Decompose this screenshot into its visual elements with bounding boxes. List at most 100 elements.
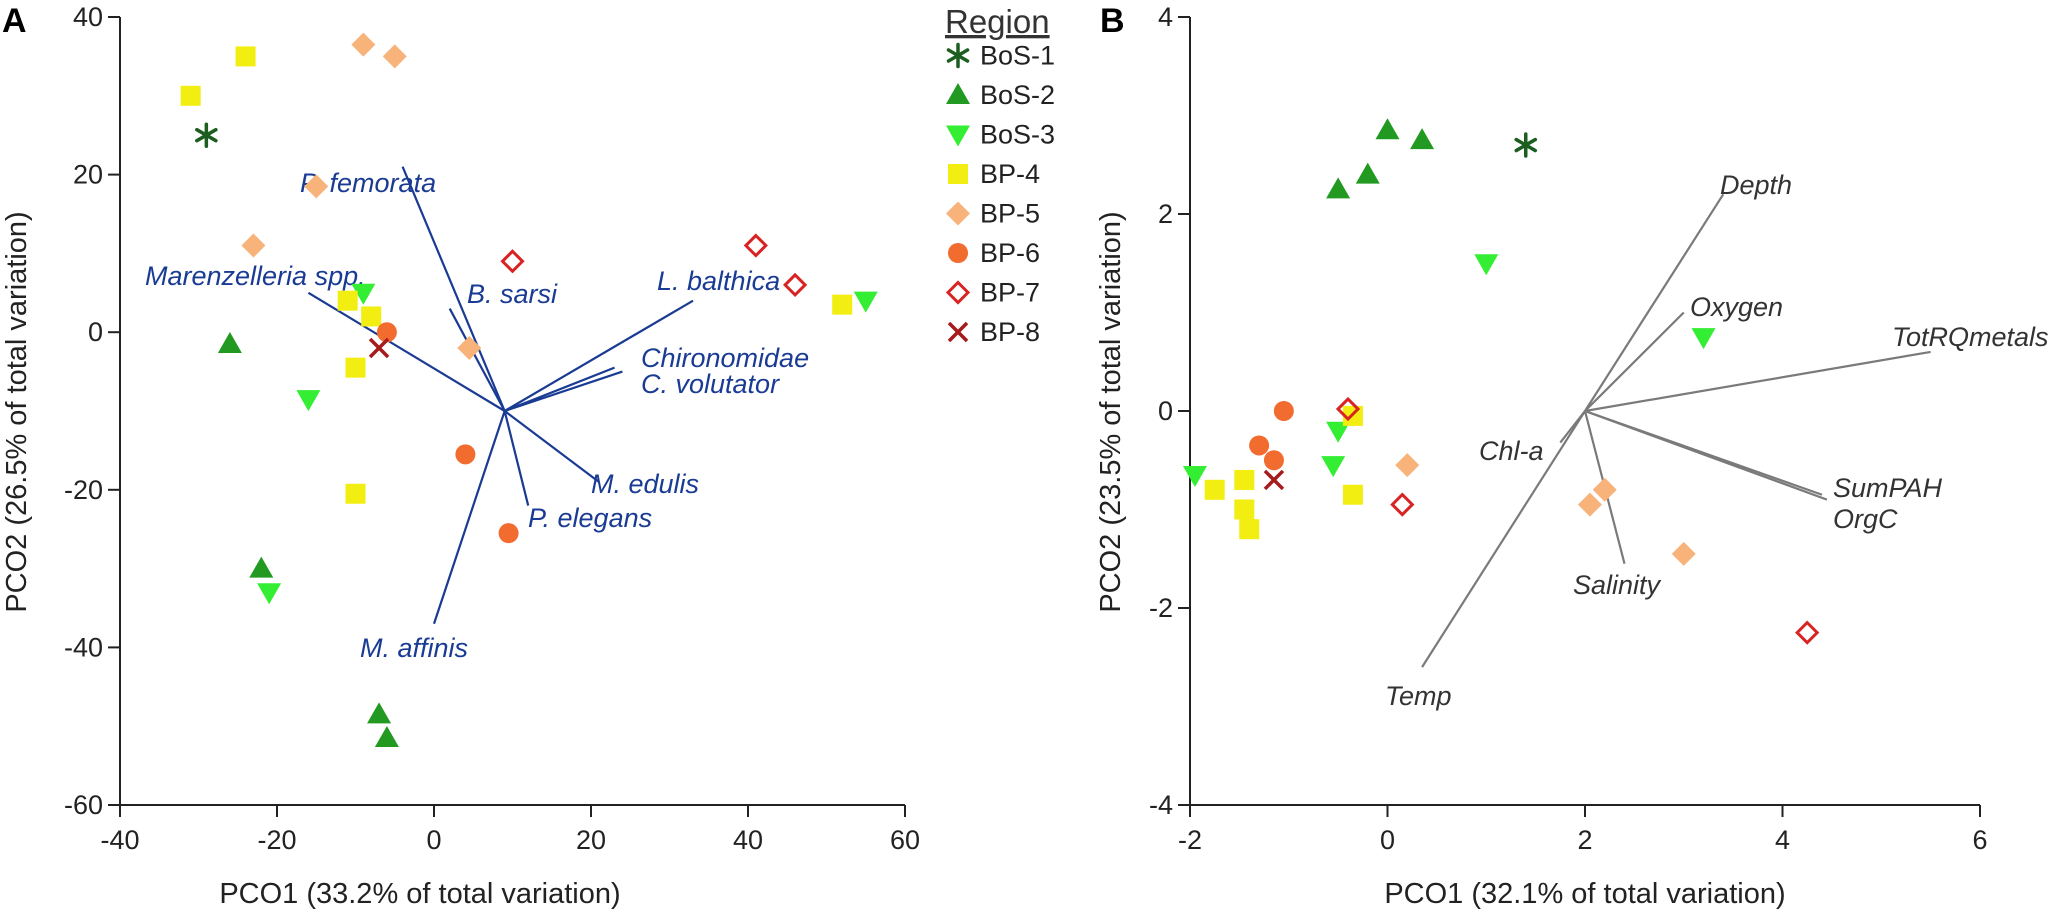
panel-a-vector-label-marenzelleria-spp: Marenzelleria spp. xyxy=(145,261,366,291)
panel-a-point-bos-3 xyxy=(296,390,321,412)
panel-a-vector-c-volutator xyxy=(504,366,615,413)
panel-b-point-bos-2 xyxy=(1326,177,1351,199)
panel-a-vector-label-chironomidae: Chironomidae xyxy=(641,343,809,373)
legend-marker-bp-7 xyxy=(945,280,971,305)
panel-a-vector-m-edulis xyxy=(503,410,600,483)
panel-a-point-bos-2 xyxy=(374,726,399,748)
panel-a-vector-label-m-edulis: M. edulis xyxy=(591,469,699,499)
panel-a-x-axis-title: PCO1 (33.2% of total variation) xyxy=(219,878,620,910)
panel-b-point-bos-2 xyxy=(1410,128,1435,150)
panel-b-vector-totrqmetals xyxy=(1584,350,1931,413)
panel-b-point-bos-3 xyxy=(1326,421,1351,443)
panel-b-points xyxy=(1182,118,1820,645)
panel-b-point-bp-5 xyxy=(1671,541,1696,566)
panel-b-y-tick-label: 2 xyxy=(1158,199,1173,229)
panel-a-point-bp-4 xyxy=(337,290,358,311)
panel-a-point-bp-6 xyxy=(376,322,397,343)
panel-b-point-bp-7 xyxy=(1795,620,1820,645)
panel-a-point-bp-5 xyxy=(241,233,266,258)
panel-b-letter: B xyxy=(1100,2,1125,40)
panel-a-point-bp-4 xyxy=(832,294,853,315)
panel-b-vector-label-totrqmetals: TotRQmetals xyxy=(1892,322,2049,352)
panel-a-point-bp-4 xyxy=(180,85,201,106)
panel-a-point-bp-5 xyxy=(382,44,407,69)
panel-a-point-bp-7 xyxy=(743,233,768,258)
legend-marker-bp-5 xyxy=(946,201,970,226)
panel-b-vector-label-orgc: OrgC xyxy=(1833,504,1898,534)
panel-b-point-bp-4 xyxy=(1342,484,1363,505)
legend-label-bp-6: BP-6 xyxy=(980,238,1040,268)
legend-marker-bp-6 xyxy=(948,243,968,263)
panel-a-y-tick-label: -60 xyxy=(64,790,103,820)
panel-a-x-tick-label: -40 xyxy=(100,825,139,855)
panel-b-x-tick-label: -2 xyxy=(1178,825,1202,855)
legend-marker-bp-8 xyxy=(947,321,969,343)
panel-b-x-tick-label: 4 xyxy=(1775,825,1790,855)
panel-b-point-bp-6 xyxy=(1249,435,1270,456)
legend: Region BoS-1 BoS-2 BoS-3 BP-4 BP-5 BP-6 BP-7 BP… xyxy=(945,3,1055,347)
panel-b-point-bp-6 xyxy=(1273,401,1294,421)
panel-b-y-tick-label: 4 xyxy=(1158,2,1173,32)
panel-a-point-bos-3 xyxy=(351,283,376,305)
panel-a-x-tick-label: 60 xyxy=(890,825,920,855)
panel-a-point-bp-5 xyxy=(351,32,376,57)
panel-a-vector-p-elegans xyxy=(503,410,530,506)
legend-label-bp-7: BP-7 xyxy=(980,278,1040,308)
panel-a-point-bos-2 xyxy=(217,332,242,354)
panel-a-point-bp-4 xyxy=(361,306,382,327)
panel-a-point-bos-1 xyxy=(195,122,218,148)
panel-b-point-bp-5 xyxy=(1592,477,1617,502)
panel-a-y-tick-label: -20 xyxy=(64,475,103,505)
panel-a-point-bp-6 xyxy=(498,523,519,544)
panel-b-vector-label-salinity: Salinity xyxy=(1573,570,1662,600)
panel-a-x-tick-label: -20 xyxy=(257,825,296,855)
panel-a-y-tick-label: 0 xyxy=(88,317,103,347)
legend-label-bp-8: BP-8 xyxy=(980,317,1040,347)
panel-b-vector-temp xyxy=(1421,410,1586,668)
legend-marker-bos-2 xyxy=(946,83,970,104)
panel-b-point-bos-2 xyxy=(1375,118,1400,140)
panel-b-x-axis-title: PCO1 (32.1% of total variation) xyxy=(1384,878,1785,910)
panel-b-vector-label-oxygen: Oxygen xyxy=(1690,292,1783,322)
panel-a-vector-label-c-volutator: C. volutator xyxy=(641,369,780,399)
panel-a-y-axis-title: PCO2 (26.5% of total variation) xyxy=(1,211,33,612)
panel-b-point-bp-4 xyxy=(1234,469,1255,490)
panel-a-x-tick-label: 0 xyxy=(426,825,441,855)
panel-b-point-bp-7 xyxy=(1390,492,1415,517)
panel-b-vector-depth xyxy=(1584,193,1725,412)
panel-b-point-bp-7 xyxy=(1335,396,1361,422)
panel-a-vector-b-sarsi xyxy=(448,308,506,412)
panel-b-point-bp-8 xyxy=(1263,469,1285,491)
panel-b-vector-orgc xyxy=(1584,409,1828,501)
panel-a-point-bos-3 xyxy=(257,583,282,605)
panel-b-point-bp-5 xyxy=(1577,492,1602,517)
legend-label-bp-5: BP-5 xyxy=(980,199,1040,229)
panel-a-letter: A xyxy=(2,2,27,40)
panel-b-point-bp-4 xyxy=(1239,519,1260,540)
panel-a-y-tick-label: 40 xyxy=(73,2,103,32)
panel-a-vector-label-p-elegans: P. elegans xyxy=(528,503,652,533)
legend-label-bos-3: BoS-3 xyxy=(980,120,1055,150)
panel-b-vector-label-depth: Depth xyxy=(1720,170,1792,200)
panel-a-point-bp-5 xyxy=(457,335,482,360)
panel-b-vector-label-temp: Temp xyxy=(1385,681,1452,711)
panel-b-vector-oxygen xyxy=(1584,311,1685,412)
panel-b-y-tick-label: 0 xyxy=(1158,396,1173,426)
panel-a-point-bp-5 xyxy=(304,174,329,199)
panel-a-y-tick-label: 20 xyxy=(73,160,103,190)
panel-b-point-bp-4 xyxy=(1204,479,1225,500)
panel-a-x-tick-label: 20 xyxy=(576,825,606,855)
legend-title: Region xyxy=(945,3,1050,40)
legend-marker-bos-1 xyxy=(946,42,970,69)
panel-b-vector-label-sumpah: SumPAH xyxy=(1833,473,1943,503)
panel-b-point-bos-2 xyxy=(1355,162,1380,184)
panel-a-vector-marenzelleria-spp xyxy=(307,291,506,412)
panel-b-point-bp-6 xyxy=(1263,450,1284,471)
panel-b-y-tick-label: -2 xyxy=(1149,593,1173,623)
panel-b-point-bp-4 xyxy=(1234,499,1255,520)
panel-b-point-bos-3 xyxy=(1474,254,1499,276)
panel-b-x-tick-label: 0 xyxy=(1380,825,1395,855)
